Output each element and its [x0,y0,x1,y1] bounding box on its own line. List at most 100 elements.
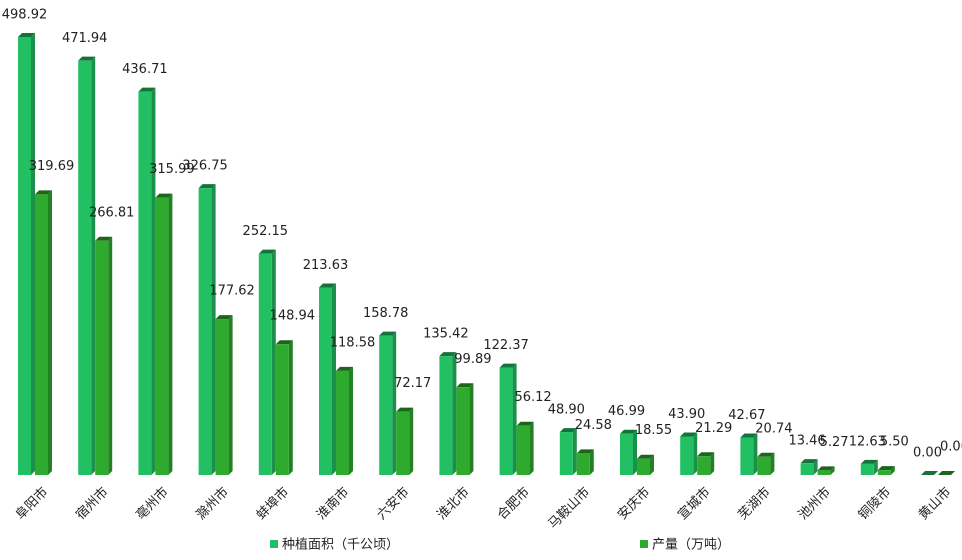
bar-side [710,452,715,475]
x-tick-label: 安庆市 [614,484,653,523]
bar [516,425,530,475]
x-tick-label: 淮北市 [434,484,473,523]
bar-top [559,428,577,433]
bar [198,188,212,475]
bar-top [439,352,457,357]
value-label: 135.42 [423,327,469,342]
bar-top [620,429,637,434]
bar-top [516,421,534,426]
bar [18,37,31,475]
bar [620,433,633,475]
bar-side [288,340,293,475]
bar-side [873,459,878,475]
bar [95,240,109,475]
value-label: 252.15 [243,224,289,239]
x-tick-label: 铜陵市 [855,484,894,523]
value-label: 24.58 [575,418,612,433]
value-label: 5.50 [880,435,909,450]
value-label: 43.90 [668,407,705,422]
bar-side [349,366,353,475]
value-label: 471.94 [62,31,108,46]
bar-side [108,236,113,475]
value-label: 148.94 [270,309,316,324]
bar [379,335,393,475]
bar [336,370,349,475]
bar [680,436,694,475]
bar [499,367,513,475]
bar-top [697,452,715,457]
value-label: 158.78 [363,306,409,321]
bar-top [576,449,594,454]
x-tick-label: 阜阳市 [12,484,51,523]
bar-side [409,407,414,475]
bar-top [499,363,517,368]
bar [456,387,470,475]
value-label: 20.74 [755,421,792,436]
x-tick-label: 宣城市 [675,484,714,523]
bar-top [800,459,818,464]
bar-side [753,433,758,475]
bar-top [155,193,173,198]
bar-side [693,432,698,475]
bar-top [258,249,276,254]
bar-side [151,87,156,476]
bar-side [228,315,233,475]
bar-top [95,236,113,241]
bar-side [890,466,895,475]
value-label: 56.12 [514,390,551,405]
bar [155,197,169,475]
value-label: 319.69 [29,159,75,174]
bar-top [860,459,878,464]
bar [877,470,891,475]
bar [78,60,92,476]
value-label: 177.62 [209,284,255,299]
value-label: 46.99 [608,404,645,419]
value-label: 99.89 [454,352,491,367]
bar-top [456,383,474,388]
value-label: 5.27 [820,435,849,450]
bar-side [392,331,397,475]
x-tick-label: 宿州市 [73,484,112,523]
x-tick-label: 蚌埠市 [253,484,292,523]
x-tick-label: 淮南市 [313,484,352,523]
value-label: 315.99 [149,162,195,177]
bar-side [91,56,96,476]
bar [697,456,711,475]
value-label: 13.46 [788,434,825,449]
bar-side [469,383,474,475]
bar-top [215,315,233,320]
bar-side [572,428,577,475]
bar-side [650,454,654,475]
bar-side [168,193,173,475]
bar [35,194,48,476]
bar-side [770,452,775,475]
bar-top [680,432,698,437]
x-tick-label: 池州市 [795,484,834,523]
x-tick-label: 马鞍山市 [545,484,593,532]
bar-top [35,190,52,195]
x-tick-label: 滁州市 [193,484,232,523]
value-label: 18.55 [635,423,672,438]
bar [275,344,289,475]
bar [439,356,453,475]
bar [396,411,410,475]
value-label: 0.00 [913,446,942,461]
value-label: 42.67 [728,408,765,423]
value-label: 118.58 [330,335,376,350]
x-tick-label: 亳州市 [133,484,172,523]
bar-top [275,340,293,345]
bar-side [332,283,336,475]
bar-side [830,466,835,475]
bar-top [78,56,96,61]
bar [817,470,831,475]
bar-side [48,190,52,476]
bar-top [18,33,35,37]
value-label: 12.63 [849,434,886,449]
legend-label: 产量（万吨） [652,538,730,553]
value-label: 498.92 [2,8,48,23]
value-label: 213.63 [303,258,349,273]
bar-top [817,466,835,471]
bar-side [633,429,637,475]
bar-top [396,407,414,412]
bar-top [921,471,938,475]
